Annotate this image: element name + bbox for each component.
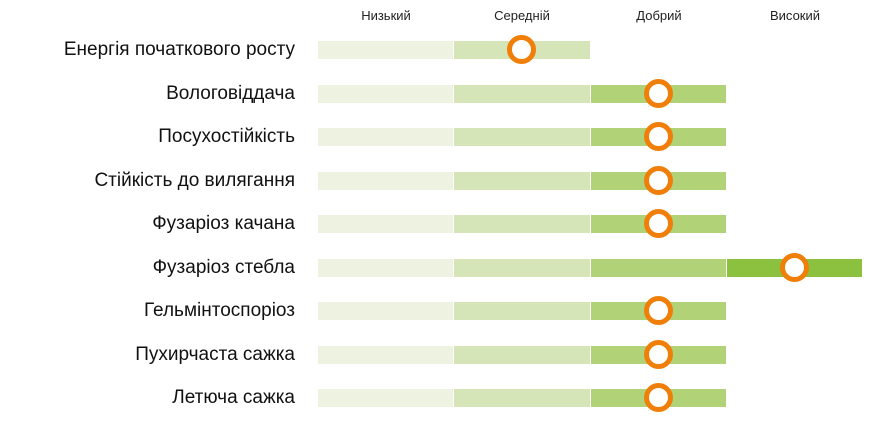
column-header-good: Добрий: [636, 8, 682, 23]
row-label: Пухирчаста сажка: [135, 343, 295, 365]
rating-marker: [643, 296, 673, 325]
rating-segment: [318, 41, 454, 59]
rating-segment: [318, 84, 454, 103]
row-label: Гельмінтоспоріоз: [144, 300, 295, 321]
column-header-high: Високий: [769, 8, 821, 23]
rating-segment: [318, 389, 454, 407]
rating-segment: [318, 215, 454, 233]
rating-segment: [318, 258, 454, 277]
rating-marker: [643, 209, 673, 238]
rating-marker: [643, 165, 673, 195]
rating-segment: [454, 258, 590, 277]
row-label: Летюча сажка: [172, 387, 295, 408]
rating-segment: [318, 345, 454, 364]
rating-segment: [454, 215, 590, 233]
row-label: Посухостійкість: [158, 126, 295, 147]
rating-marker: [507, 35, 537, 64]
column-header-low: Низький: [361, 8, 411, 23]
rating-segment: [454, 128, 590, 146]
row-label: Вологовіддача: [166, 82, 295, 104]
row-label: Фузаріоз качана: [152, 213, 295, 234]
rating-marker: [643, 122, 673, 151]
rating-segment: [454, 171, 590, 190]
rating-marker: [643, 339, 673, 369]
rating-marker: [643, 383, 673, 412]
row-label: Енергія початкового росту: [63, 39, 295, 60]
row-label: Стійкість до вилягання: [94, 169, 295, 191]
rating-segment: [318, 128, 454, 146]
rating-marker: [643, 78, 673, 108]
column-header-medium: Середній: [494, 8, 550, 23]
row-label: Фузаріоз стебла: [152, 256, 295, 278]
rating-segment: [590, 258, 726, 277]
rating-segment: [454, 345, 590, 364]
rating-segment: [454, 389, 590, 407]
rating-marker: [780, 252, 810, 282]
rating-segment: [454, 302, 590, 320]
rating-segment: [454, 84, 590, 103]
rating-segment: [318, 302, 454, 320]
rating-segment: [318, 171, 454, 190]
